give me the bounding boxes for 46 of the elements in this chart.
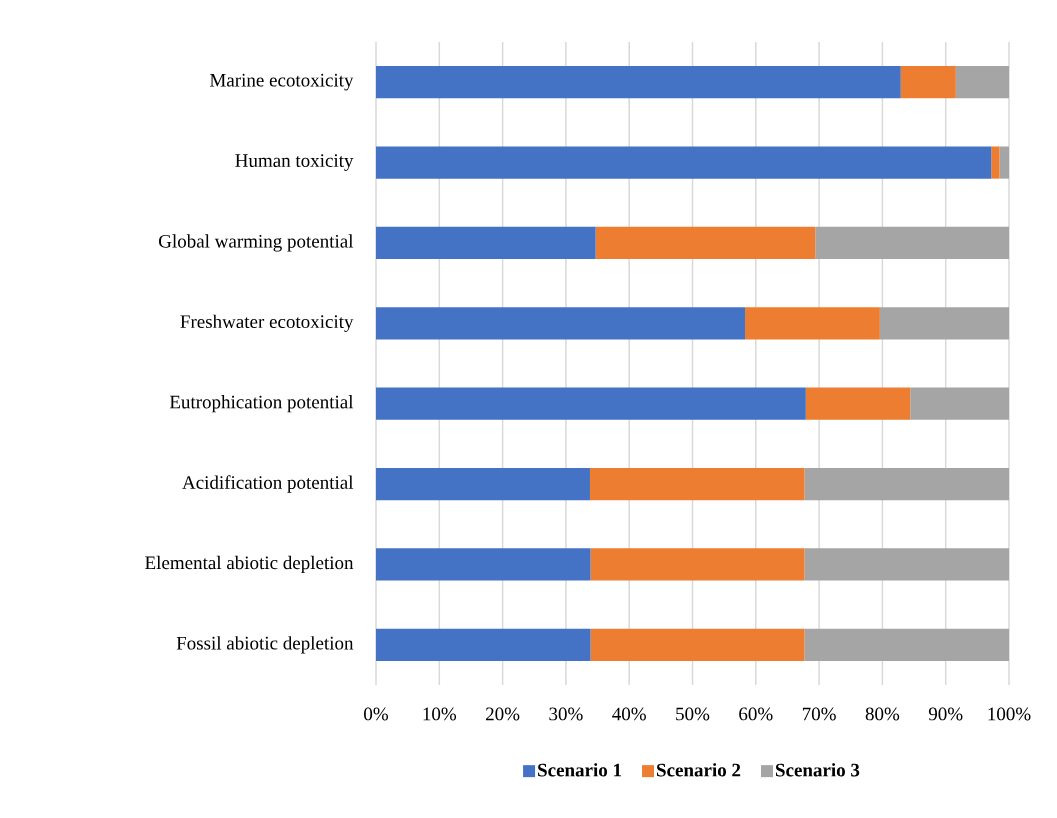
bar [590,548,805,581]
x-tick-label: 70% [802,707,836,721]
legend-label: Scenario 2 [657,763,741,777]
x-tick-label: 0% [364,707,389,721]
bar [376,307,746,340]
y-tick-label: Marine ecotoxicity [209,73,354,91]
x-tick-label: 80% [865,707,900,721]
x-tick-label: 50% [676,707,710,721]
bar [815,226,1010,260]
legend-label: Scenario 1 [538,763,622,777]
y-tick-label: Fossil abiotic depletion [176,636,354,654]
x-tick-label: 60% [739,707,773,721]
x-tick-label: 10% [423,707,457,721]
bar [376,467,590,501]
bar [900,66,956,99]
bar [590,628,805,661]
y-tick-label: Elemental abiotic depletion [145,555,354,574]
bar [376,387,806,420]
y-tick-label: Acidification potential [182,475,354,493]
y-tick-label: Global warming potential [159,234,354,252]
x-tick-label: 100% [988,707,1031,721]
bar [804,467,1010,501]
bar [910,387,1010,420]
x-tick-label: 30% [549,707,583,721]
bar [376,548,591,581]
bar [955,66,1010,99]
x-tick-label: 90% [928,707,963,721]
bar [805,387,911,420]
y-tick-label: Freshwater ecotoxicity [180,314,354,332]
bar [589,467,805,501]
y-tick-label: Eutrophication potential [169,395,354,413]
bar [745,307,880,340]
bar [376,66,901,99]
bar [376,146,992,179]
bar [999,146,1010,179]
bar [376,628,591,661]
bar [879,307,1010,340]
legend-label: Scenario 3 [775,763,860,777]
bar [376,226,596,260]
x-tick-label: 40% [612,707,646,721]
bar [804,628,1010,661]
bar [595,226,816,260]
y-tick-label: Human toxicity [235,154,354,171]
bar [804,548,1010,581]
bar [991,146,1000,179]
x-tick-label: 20% [486,707,520,721]
